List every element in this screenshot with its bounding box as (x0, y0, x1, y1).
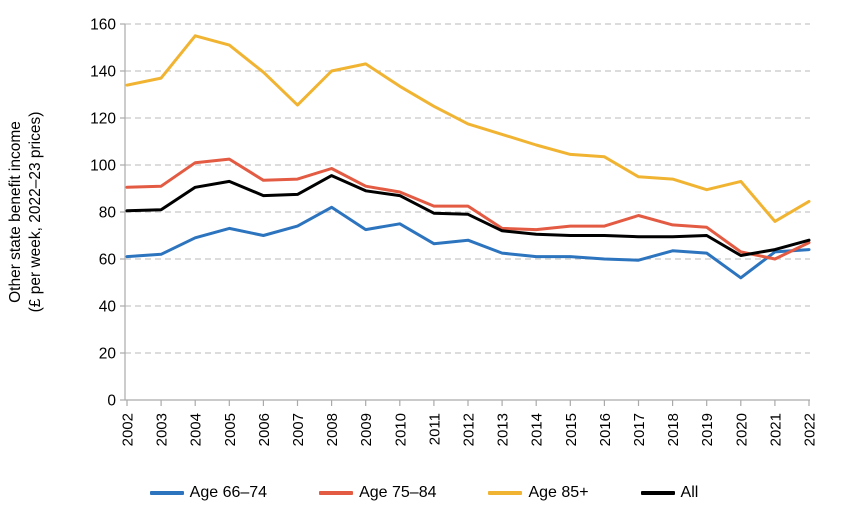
series-line-all (125, 174, 811, 257)
legend-label: Age 66–74 (189, 484, 268, 501)
legend-label: Age 75–84 (359, 484, 437, 501)
y-tick-label: 160 (90, 17, 116, 34)
x-tick-label: 2010 (392, 413, 409, 446)
y-axis-title-line2: (£ per week, 2022–23 prices) (27, 112, 44, 313)
legend-label: Age 85+ (528, 484, 589, 501)
x-tick-label: 2018 (665, 413, 682, 446)
y-tick-label: 60 (99, 252, 117, 269)
y-tick-label: 40 (99, 299, 117, 316)
x-tick-label: 2008 (324, 413, 341, 446)
y-tick-label: 0 (107, 393, 116, 410)
x-tick-label: 2012 (461, 413, 478, 446)
y-tick-label: 20 (99, 346, 117, 363)
legend-swatch-all (640, 491, 675, 495)
legend-item-age-75-84: Age 75–84 (319, 484, 436, 502)
x-tick-label: 2019 (699, 413, 716, 446)
x-tick-label: 2022 (802, 413, 819, 446)
legend-swatch-age-75-84 (319, 491, 354, 495)
x-tick-label: 2009 (358, 413, 375, 446)
legend-item-all: All (640, 484, 699, 502)
legend-item-age-85: Age 85+ (488, 484, 589, 502)
x-tick-label: 2015 (563, 413, 580, 446)
x-tick-labels: 2002 2003 2004 2005 2006 2007 2008 2009 2010 2011… (120, 413, 819, 446)
x-tick-label: 2004 (188, 413, 205, 446)
x-tick-label: 2011 (426, 413, 443, 445)
y-tick-labels: 0 20 40 60 80 100 120 140 160 (90, 17, 116, 410)
legend-swatch-age-85 (488, 491, 523, 495)
x-tick-label: 2002 (120, 413, 137, 446)
series-line-age-85 (125, 34, 811, 223)
series-line-age-66-74 (125, 205, 811, 280)
x-tick-label: 2014 (529, 413, 546, 446)
legend: Age 66–74 Age 75–84 Age 85+ All (0, 484, 848, 502)
series-line-age-75-84 (125, 157, 811, 261)
y-tick-label: 100 (90, 158, 116, 175)
legend-item-age-66-74: Age 66–74 (149, 484, 268, 502)
x-tick-label: 2003 (154, 413, 171, 446)
x-tick-label: 2016 (597, 413, 614, 446)
y-tick-label: 80 (99, 205, 117, 222)
x-tick-label: 2007 (290, 413, 307, 446)
series-lines (125, 34, 811, 280)
y-tick-label: 120 (90, 111, 116, 128)
y-tick-label: 140 (90, 64, 116, 81)
legend-label: All (680, 484, 699, 501)
axes (120, 23, 810, 406)
x-tick-label: 2013 (495, 413, 512, 446)
x-tick-label: 2021 (767, 413, 784, 446)
legend-swatch-age-66-74 (149, 491, 184, 495)
x-tick-label: 2017 (631, 413, 648, 446)
y-axis-title-line1: Other state benefit income (7, 121, 24, 303)
x-tick-label: 2006 (256, 413, 273, 446)
x-tick-label: 2020 (733, 413, 750, 446)
x-tick-label: 2005 (222, 413, 239, 446)
